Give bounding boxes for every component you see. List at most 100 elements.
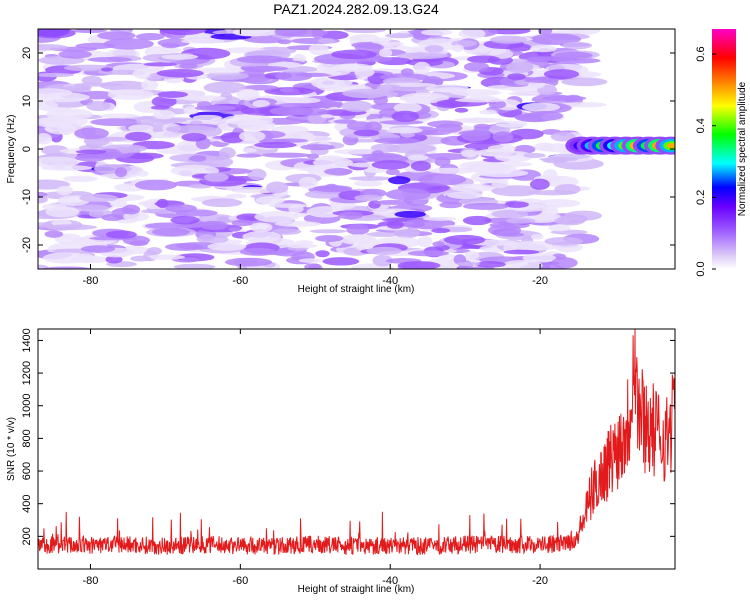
heatmap-cell	[522, 253, 557, 263]
y-tick-label: 10	[21, 95, 33, 107]
heatmap-cell	[173, 263, 216, 269]
heatmap-cell	[551, 257, 578, 269]
top-x-axis-label: Height of straight line (km)	[298, 284, 415, 295]
heatmap-cell	[458, 130, 493, 137]
bottom-x-axis-label: Height of straight line (km)	[298, 584, 415, 595]
heatmap-cell	[274, 220, 322, 227]
heatmap-cell	[161, 54, 199, 60]
heatmap-cell	[228, 227, 241, 232]
heatmap-cell	[75, 149, 107, 155]
heatmap-cell	[45, 206, 80, 218]
heatmap-cell	[391, 110, 420, 122]
heatmap-cell	[152, 110, 176, 120]
heatmap-cell	[312, 185, 353, 193]
heatmap-cell	[315, 250, 330, 258]
heatmap-cell	[354, 42, 384, 52]
heatmap-cell	[427, 120, 464, 128]
heatmap-cell	[456, 261, 480, 266]
heatmap-cell	[246, 51, 269, 57]
colorbar-tick-label: 0.0	[695, 261, 707, 276]
heatmap-cell	[38, 44, 69, 51]
heatmap-cell	[198, 156, 234, 168]
x-tick-label: -80	[83, 275, 99, 287]
heatmap-cell	[86, 100, 111, 112]
heatmap-cell	[298, 176, 318, 189]
heatmap-cell	[378, 48, 393, 58]
heatmap-cell	[124, 131, 152, 142]
heatmap-cell	[100, 67, 113, 72]
heatmap-cell	[394, 210, 426, 218]
heatmap-cell	[562, 41, 593, 50]
heatmap-cell	[274, 29, 308, 37]
heatmap-cell	[141, 79, 159, 91]
bottom-y-axis: 200 400 600 800 1000 1200 1400	[21, 328, 675, 546]
heatmap-cell	[353, 129, 380, 137]
heatmap-cell	[74, 127, 109, 140]
heatmap-cell	[209, 118, 225, 124]
heatmap-cell	[224, 257, 273, 267]
heatmap-cell	[135, 33, 165, 41]
heatmap-cell	[62, 175, 98, 183]
top-y-axis-label: Frequency (Hz)	[6, 115, 17, 184]
heatmap-cell	[333, 148, 382, 155]
heatmap-cell	[525, 111, 564, 121]
heatmap-cell	[475, 148, 515, 157]
heatmap-cell	[505, 217, 536, 224]
y-tick-label: 800	[21, 429, 33, 447]
heatmap-cell	[101, 213, 124, 222]
heatmap-cell	[312, 157, 354, 169]
heatmap-cell	[136, 115, 156, 126]
heatmap-cell	[279, 87, 295, 93]
heatmap-cell	[42, 252, 89, 264]
heatmap-cell	[43, 266, 90, 269]
heatmap-cell	[250, 222, 273, 233]
heatmap-cell	[348, 176, 393, 181]
heatmap-cell	[417, 173, 467, 186]
heatmap-cell	[364, 121, 383, 133]
heatmap-cell	[397, 261, 441, 269]
heatmap-cell	[544, 236, 583, 246]
heatmap-cell	[559, 102, 607, 108]
heatmap-cell	[353, 180, 383, 187]
heatmap-cell	[58, 85, 92, 90]
heatmap-cell	[46, 224, 97, 231]
heatmap-cell	[318, 38, 336, 44]
x-tick-label: -20	[532, 275, 548, 287]
heatmap-cell	[159, 29, 208, 36]
heatmap-cell	[333, 119, 358, 124]
heatmap-cell	[333, 63, 373, 72]
heatmap-cell	[507, 73, 526, 80]
heatmap-cell	[344, 29, 386, 34]
heatmap-cell	[421, 152, 470, 161]
colorbar	[712, 29, 736, 269]
heatmap-cell	[56, 185, 74, 196]
heatmap-cell	[450, 183, 496, 192]
heatmap-cell	[207, 242, 247, 251]
heatmap-cell	[509, 128, 544, 140]
heatmap-cell	[548, 224, 571, 232]
colorbar-axis: 0.0 0.2 0.4 0.6	[695, 46, 716, 277]
heatmap-cell	[458, 29, 486, 40]
heatmap-cell	[407, 250, 450, 257]
heatmap-cell	[349, 34, 380, 43]
heatmap-cell	[371, 160, 410, 170]
heatmap-cell	[38, 92, 90, 103]
x-tick-label: -60	[232, 275, 248, 287]
heatmap-cell	[462, 202, 509, 210]
heatmap-cell	[400, 92, 450, 104]
heatmap-cell	[122, 204, 141, 215]
heatmap-cell	[231, 188, 278, 194]
heatmap-cell	[128, 124, 154, 133]
heatmap-cell	[232, 29, 266, 37]
colorbar-tick-label: 0.4	[695, 118, 707, 133]
heatmap-cell	[181, 257, 200, 263]
heatmap-cell	[378, 41, 405, 47]
heatmap-cell	[204, 71, 250, 80]
heatmap-cell	[530, 33, 581, 45]
heatmap-cell	[341, 100, 373, 112]
heatmap-cell	[220, 132, 246, 144]
heatmap-cell	[126, 152, 164, 160]
heatmap-cell	[179, 63, 198, 69]
heatmap-cell	[105, 230, 137, 239]
heatmap-cell	[490, 35, 528, 44]
